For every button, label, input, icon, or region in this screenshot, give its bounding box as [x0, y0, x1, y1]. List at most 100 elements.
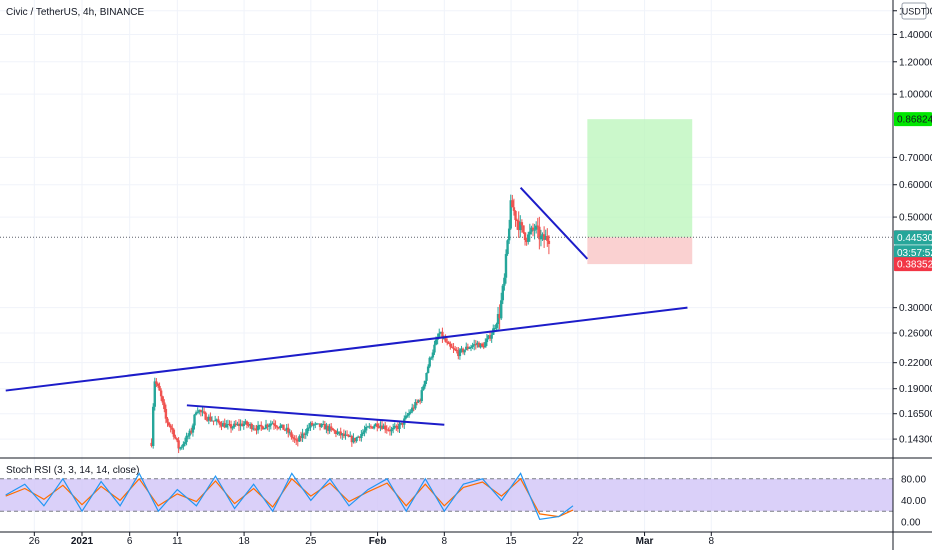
- candle-body: [269, 423, 272, 426]
- candle: [425, 372, 428, 385]
- candle: [190, 427, 193, 435]
- candle-body: [460, 348, 463, 350]
- candle-body: [268, 425, 271, 427]
- candle: [266, 423, 269, 431]
- price-badge-label: 0.38352: [897, 260, 932, 271]
- candle: [371, 426, 374, 429]
- candle: [186, 433, 190, 440]
- candle-body: [490, 334, 493, 339]
- candle: [476, 340, 479, 348]
- candle-body: [453, 348, 457, 350]
- candle: [320, 423, 323, 428]
- candle-body: [334, 430, 338, 434]
- candle: [252, 424, 255, 431]
- candle: [538, 216, 541, 250]
- candle: [304, 428, 307, 439]
- candle-body: [431, 352, 435, 358]
- candle-body: [514, 210, 517, 221]
- candle-body: [407, 413, 411, 416]
- candle-body: [396, 426, 400, 430]
- candle: [523, 231, 527, 246]
- candle: [530, 225, 533, 235]
- candle: [342, 429, 346, 439]
- candle: [439, 331, 443, 334]
- candle: [401, 422, 404, 428]
- price-badge-label: 03:57:52: [897, 248, 932, 259]
- candle: [396, 422, 400, 433]
- candle-body: [412, 407, 416, 409]
- candle-body: [398, 423, 401, 430]
- candle-body: [242, 423, 245, 426]
- candle: [450, 343, 454, 349]
- candle: [217, 416, 220, 424]
- candle: [468, 346, 471, 350]
- candle-body: [473, 344, 476, 346]
- candle: [198, 409, 201, 415]
- candle-body: [237, 423, 241, 427]
- candle: [484, 338, 487, 348]
- candle-body: [480, 343, 484, 346]
- candle-body: [544, 236, 547, 240]
- candle: [366, 425, 369, 428]
- candle: [479, 343, 482, 349]
- candle: [452, 343, 455, 354]
- candle-body: [445, 341, 449, 343]
- candle-body: [164, 409, 168, 419]
- candle-body: [539, 235, 543, 240]
- candle: [541, 232, 544, 241]
- candle-body: [291, 437, 295, 439]
- position-loss-zone: [587, 237, 693, 265]
- candle-body: [177, 440, 180, 449]
- candle-body: [507, 228, 511, 241]
- candle: [480, 342, 484, 348]
- candle: [218, 421, 222, 428]
- candle-body: [450, 346, 454, 348]
- candle-body: [225, 424, 228, 428]
- candle: [503, 273, 506, 291]
- candle-body: [196, 412, 199, 414]
- candle: [302, 432, 306, 439]
- candle-body: [517, 220, 520, 231]
- candle: [301, 428, 304, 442]
- stoch-tick-label: 40.00: [901, 496, 926, 507]
- candle: [519, 215, 522, 238]
- candle-body: [476, 342, 479, 345]
- currency-button[interactable]: USDT: [901, 2, 927, 20]
- candle-body: [523, 232, 527, 240]
- candle-body: [385, 429, 388, 431]
- candle: [544, 229, 547, 240]
- candle: [407, 409, 411, 418]
- candle-body: [418, 400, 422, 402]
- candle: [156, 382, 160, 388]
- candle-body: [244, 421, 247, 424]
- candle: [244, 418, 247, 425]
- candle-body: [471, 345, 474, 347]
- time-tick-label: 25: [305, 536, 317, 547]
- candle-body: [349, 436, 352, 438]
- candle: [539, 229, 543, 247]
- candle-body: [318, 423, 322, 427]
- price-badge-label: 0.86824: [897, 115, 932, 126]
- candle: [329, 423, 333, 433]
- candle-body: [420, 390, 423, 402]
- candle: [237, 419, 241, 432]
- candle-body: [217, 419, 220, 423]
- candle-body: [457, 351, 460, 357]
- currency-button-label: USDT: [902, 7, 927, 17]
- candle-body: [188, 430, 191, 436]
- candle-body: [163, 402, 166, 410]
- candle-body: [455, 349, 458, 352]
- candle: [498, 304, 501, 330]
- candle-body: [202, 411, 206, 413]
- candle: [547, 235, 551, 255]
- candle-body: [226, 423, 230, 425]
- candle: [341, 433, 344, 440]
- stoch-d-line: [5, 477, 574, 518]
- candle-body: [358, 436, 361, 438]
- candle: [360, 430, 363, 442]
- candle-body: [182, 443, 185, 447]
- price-tick-label: 0.70000: [899, 153, 932, 164]
- candle-body: [496, 313, 500, 325]
